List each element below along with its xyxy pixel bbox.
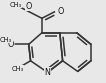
Text: O: O (58, 7, 64, 16)
Text: CH₃: CH₃ (0, 37, 12, 43)
Text: CH₃: CH₃ (9, 2, 22, 8)
Text: CH₃: CH₃ (11, 65, 23, 72)
Text: O: O (26, 2, 32, 11)
Text: O: O (7, 40, 14, 49)
Text: N: N (45, 68, 50, 77)
